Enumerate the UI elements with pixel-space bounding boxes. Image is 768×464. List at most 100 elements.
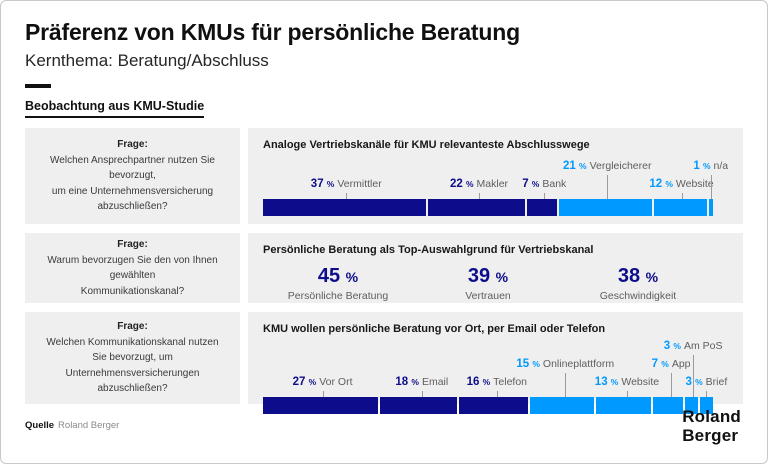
stat-label: Vertrauen — [465, 290, 511, 302]
segment-category-label: Email — [421, 375, 449, 388]
stat-value: 38 % — [617, 265, 659, 287]
segment-percent-unit: % — [695, 376, 703, 387]
segment-tick — [565, 373, 567, 397]
bar-segment — [427, 199, 525, 216]
bar-segment-label: 27 % Vor Ort — [292, 375, 353, 389]
segment-percent-unit: % — [482, 376, 491, 387]
segment-percent: 21 — [563, 159, 580, 172]
bar-segment-label: 21 % Vergleicherer — [563, 159, 652, 173]
segment-percent: 27 — [292, 375, 309, 388]
segment-percent-unit: % — [702, 160, 711, 171]
row-communication-channels: Frage: Welchen Kommunikationskanal nutzen… — [25, 312, 743, 414]
bar-segment-label: 3 % Brief — [685, 375, 728, 389]
segment-tick — [544, 193, 546, 199]
bar-segment — [263, 199, 426, 216]
chart-title: Persönliche Beratung als Top-Auswahlgrun… — [263, 244, 594, 256]
stat-label: Geschwindigkeit — [599, 290, 677, 302]
chart-title: Analoge Vertriebskanäle für KMU relevant… — [263, 139, 590, 151]
bar-segment-label: 3 % Am PoS — [663, 339, 723, 353]
bar-segment — [263, 397, 379, 414]
segment-percent-unit: % — [465, 178, 474, 189]
bar-segment — [529, 397, 594, 414]
bar-segment-label: 13 % Website — [594, 375, 660, 389]
question-line: Kommunikationskanal? — [80, 285, 185, 297]
stat-column: 45 % Persönliche Beratung — [263, 265, 413, 302]
segment-percent: 1 — [693, 159, 703, 172]
question-panel: Frage: Welchen Ansprechpartner nutzen Sie… — [25, 128, 240, 224]
bar-segment — [459, 397, 528, 414]
bar-segment — [708, 199, 713, 216]
segment-category-label: Website — [675, 177, 714, 190]
segment-percent-unit: % — [661, 358, 669, 369]
segment-tick — [710, 175, 712, 199]
segment-category-label: Am PoS — [683, 339, 723, 352]
segment-percent: 18 — [395, 375, 412, 388]
question-label: Frage: — [117, 239, 148, 250]
segment-percent: 7 — [651, 357, 662, 370]
question-line: Welchen Kommunikationskanal nutzen — [46, 336, 219, 348]
segment-tick — [693, 355, 695, 397]
chart-panel: Persönliche Beratung als Top-Auswahlgrun… — [248, 233, 743, 303]
chart-panel: Analoge Vertriebskanäle für KMU relevant… — [248, 128, 743, 224]
segment-tick — [607, 175, 609, 199]
segment-percent-unit: % — [665, 178, 673, 189]
logo-line-2: Berger — [682, 425, 739, 445]
bar-segment — [526, 199, 558, 216]
question-line: Sie bevorzugt, um Unternehmensversicheru… — [65, 352, 200, 379]
segment-category-label: Brief — [705, 375, 728, 388]
stacked-bar — [263, 199, 713, 216]
source-note: Quelle Roland Berger — [25, 420, 119, 431]
segment-category-label: Website — [621, 375, 660, 388]
segment-tick — [346, 193, 348, 199]
segment-percent: 37 — [310, 177, 327, 190]
segment-category-label: Makler — [476, 177, 509, 190]
chart-label-area: 27 % Vor Ort 18 % Email 16 % Telefon 15 % Onlin… — [263, 335, 727, 397]
segment-category-label: Onlineplattform — [542, 357, 615, 370]
segment-tick — [706, 391, 708, 397]
bar-segment-label: 18 % Email — [395, 375, 449, 389]
question-panel: Frage: Warum bevorzugen Sie den von Ihnen… — [25, 233, 240, 303]
bar-segment-label: 16 % Telefon — [467, 376, 527, 389]
question-label: Frage: — [117, 139, 148, 151]
segment-tick — [421, 391, 423, 397]
question-line: um eine Unternehmensversicherung — [51, 185, 214, 197]
chart-label-area: 37 % Vermittler 22 % Makler 7 % Bank 21 % Vergl… — [263, 151, 728, 199]
question-line: abzuschließen? — [97, 201, 168, 213]
stat-label: Persönliche Beratung — [287, 290, 389, 302]
segment-percent: 3 — [685, 375, 696, 388]
stat-column: 38 % Geschwindigkeit — [563, 265, 713, 302]
segment-category-label: Vergleicherer — [589, 159, 652, 172]
question-line: Welchen Ansprechpartner nutzen Sie bevor… — [50, 154, 215, 182]
segment-percent-unit: % — [531, 178, 540, 189]
page-title: Präferenz von KMUs für persönliche Berat… — [25, 19, 520, 45]
segment-category-label: Vermittler — [337, 177, 382, 190]
stacked-bar — [263, 397, 713, 414]
bar-segment — [700, 397, 713, 414]
bar-segment — [653, 199, 707, 216]
segment-percent-unit: % — [579, 160, 587, 171]
stat-column: 39 % Vertrauen — [413, 265, 563, 302]
segment-percent: 13 — [594, 375, 611, 388]
segment-category-label: n/a — [713, 159, 729, 172]
segment-category-label: Vor Ort — [319, 375, 353, 388]
row-analog-channels: Frage: Welchen Ansprechpartner nutzen Sie… — [25, 128, 743, 224]
segment-percent-unit: % — [411, 376, 419, 387]
bar-segment-label: 22 % Makler — [449, 177, 509, 191]
segment-percent: 12 — [649, 177, 666, 190]
question-label: Frage: — [117, 321, 148, 333]
segment-percent-unit: % — [532, 358, 540, 369]
segment-percent-unit: % — [308, 376, 317, 387]
segment-percent: 3 — [663, 339, 674, 352]
segment-percent: 22 — [449, 177, 466, 190]
bar-segment-label: 37 % Vermittler — [310, 177, 382, 191]
stat-value-unit: % — [495, 269, 509, 285]
segment-percent-unit: % — [673, 340, 681, 351]
section-heading: Beobachtung aus KMU-Studie — [25, 99, 205, 118]
segment-tick — [322, 391, 324, 397]
stat-value-unit: % — [345, 269, 359, 285]
chart-title: KMU wollen persönliche Beratung vor Ort,… — [263, 323, 606, 335]
bar-segment — [559, 199, 652, 216]
segment-percent: 15 — [516, 357, 533, 370]
chart-panel: KMU wollen persönliche Beratung vor Ort,… — [248, 312, 743, 414]
segment-tick — [681, 193, 683, 199]
